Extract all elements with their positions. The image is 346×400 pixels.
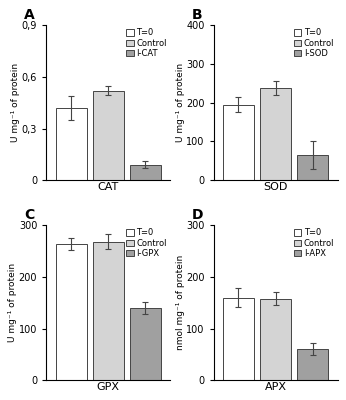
Legend: T=0, Control, I-APX: T=0, Control, I-APX [292, 227, 336, 260]
Text: B: B [191, 8, 202, 22]
Bar [93, 242, 124, 380]
X-axis label: GPX: GPX [97, 382, 120, 392]
Bar [297, 155, 328, 180]
Bar [223, 298, 254, 380]
Bar [130, 165, 161, 180]
Text: C: C [24, 208, 34, 222]
Bar [260, 88, 291, 180]
Bar [56, 244, 86, 380]
Y-axis label: nmol mg⁻¹ of protein: nmol mg⁻¹ of protein [176, 255, 185, 350]
X-axis label: SOD: SOD [264, 182, 288, 192]
Text: D: D [191, 208, 203, 222]
Bar [260, 298, 291, 380]
Legend: T=0, Control, I-SOD: T=0, Control, I-SOD [292, 27, 336, 60]
Y-axis label: U mg⁻¹ of protein: U mg⁻¹ of protein [176, 63, 185, 142]
Bar [297, 349, 328, 380]
Bar [56, 108, 86, 180]
Legend: T=0, Control, I-CAT: T=0, Control, I-CAT [125, 27, 169, 60]
Y-axis label: U mg⁻¹ of protein: U mg⁻¹ of protein [11, 63, 20, 142]
Bar [223, 105, 254, 180]
X-axis label: CAT: CAT [98, 182, 119, 192]
X-axis label: APX: APX [265, 382, 287, 392]
Y-axis label: U mg⁻¹ of protein: U mg⁻¹ of protein [8, 263, 17, 342]
Bar [130, 308, 161, 380]
Bar [93, 91, 124, 180]
Legend: T=0, Control, I-GPX: T=0, Control, I-GPX [125, 227, 169, 260]
Text: A: A [24, 8, 35, 22]
